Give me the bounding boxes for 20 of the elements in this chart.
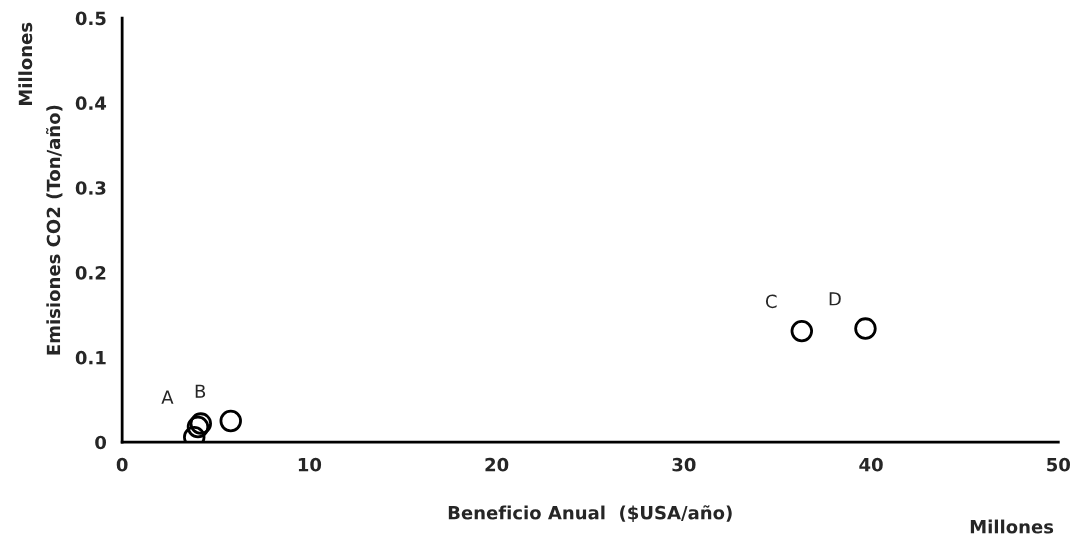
x-tick-label: 20 <box>485 457 509 472</box>
x-tick-label: 0 <box>116 457 128 472</box>
y-tick-label: 0.5 <box>75 11 106 26</box>
annotation: A <box>161 390 174 404</box>
text: Millones <box>18 22 33 106</box>
annotation: D <box>829 292 841 306</box>
x-tick-label: 40 <box>859 457 883 472</box>
x-tick-label: 50 <box>1047 457 1070 472</box>
annotation: C <box>765 294 777 309</box>
text: Millones <box>970 519 1054 534</box>
x-axis-title: Beneficio Anual ($USA/año) <box>448 505 732 522</box>
x-tick-label: 30 <box>672 457 696 472</box>
y-tick-label: 0.2 <box>75 266 106 280</box>
y-tick-label: 0.3 <box>75 181 106 195</box>
y-tick-label: 0 <box>95 435 107 450</box>
y-tick-label: 0.1 <box>75 350 106 365</box>
y-axis-title: Emisiones CO2 (Ton/año) <box>45 105 63 355</box>
x-tick-label: 10 <box>298 457 322 472</box>
y-tick-label: 0.4 <box>75 96 107 111</box>
annotation: B <box>195 384 206 398</box>
